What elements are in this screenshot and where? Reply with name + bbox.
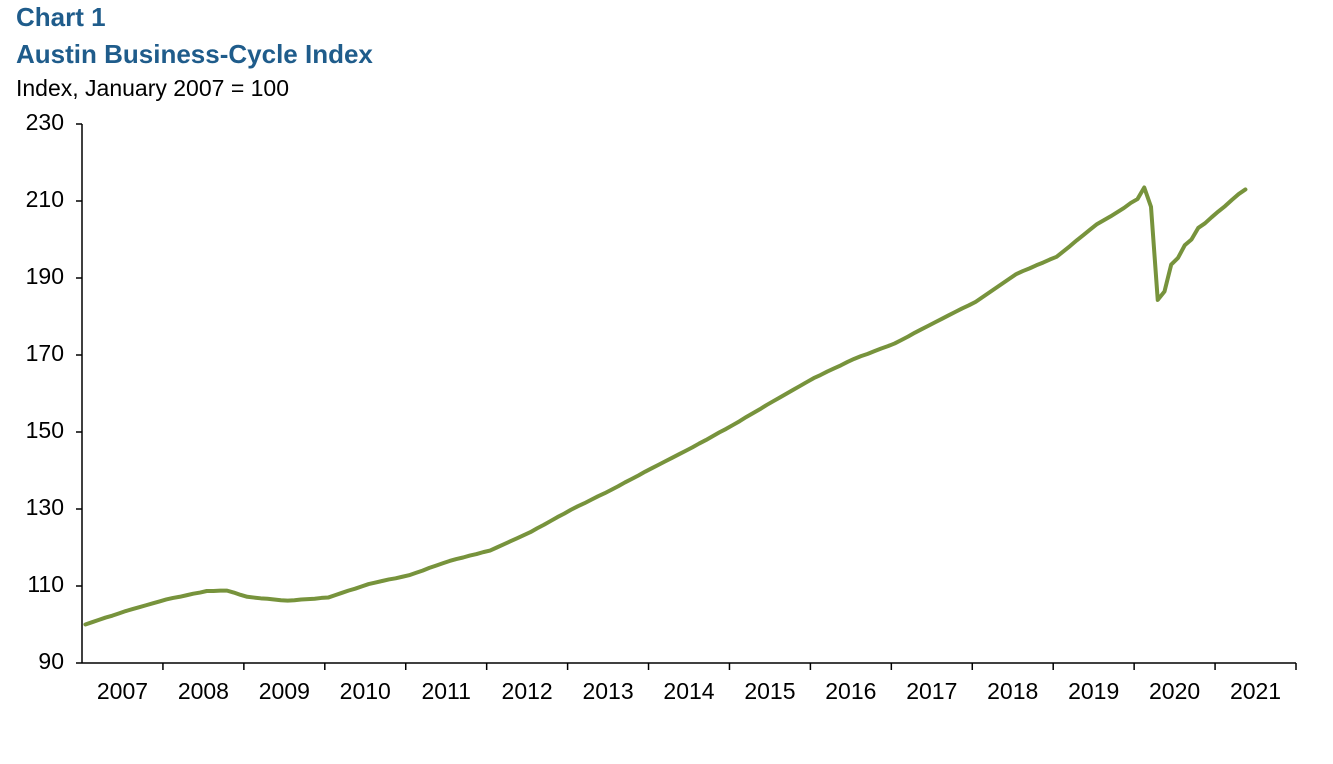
chart-title: Chart 1 — [16, 2, 106, 32]
x-tick-label: 2012 — [502, 678, 553, 704]
y-tick-label: 150 — [26, 417, 64, 443]
x-tick-label: 2008 — [178, 678, 229, 704]
x-tick-label: 2010 — [340, 678, 391, 704]
data-line — [83, 185, 1248, 627]
x-tick-label: 2015 — [744, 678, 795, 704]
y-tick-label: 190 — [26, 263, 64, 289]
x-tick-label: 2018 — [987, 678, 1038, 704]
y-tick-label: 110 — [27, 571, 64, 597]
x-tick-label: 2013 — [582, 678, 633, 704]
y-tick-label: 170 — [26, 340, 64, 366]
x-tick-label: 2021 — [1230, 678, 1281, 704]
x-tick-label: 2017 — [906, 678, 957, 704]
y-axis-label: Index, January 2007 = 100 — [16, 75, 289, 101]
x-tick-label: 2016 — [825, 678, 876, 704]
x-tick-label: 2019 — [1068, 678, 1119, 704]
y-tick-label: 210 — [26, 186, 64, 212]
y-tick-label: 130 — [26, 494, 64, 520]
x-tick-label: 2007 — [97, 678, 148, 704]
x-tick-label: 2014 — [663, 678, 714, 704]
x-tick-label: 2020 — [1149, 678, 1200, 704]
x-tick-label: 2011 — [421, 678, 470, 704]
chart-subtitle: Austin Business-Cycle Index — [16, 39, 373, 69]
y-tick-label: 90 — [38, 648, 64, 674]
x-tick-label: 2009 — [259, 678, 310, 704]
y-tick-label: 230 — [26, 109, 64, 135]
